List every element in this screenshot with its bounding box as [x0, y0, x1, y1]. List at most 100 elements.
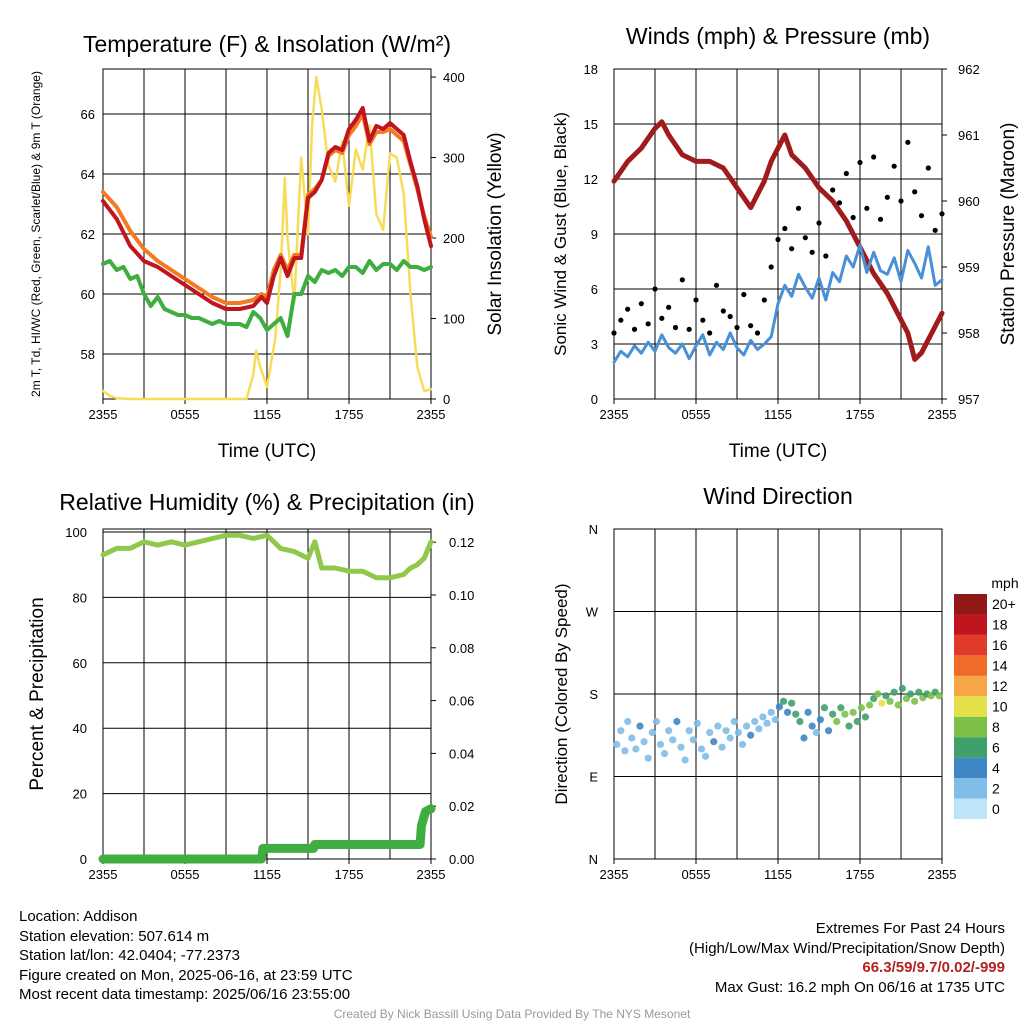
direction-point	[915, 688, 923, 696]
direction-point	[804, 708, 812, 716]
gust-point	[713, 282, 720, 288]
direction-point	[673, 717, 681, 726]
gust-point	[727, 313, 733, 320]
gust-point	[843, 170, 849, 177]
direction-point	[648, 728, 656, 737]
y-tick-label-left: 18	[584, 62, 598, 77]
y-tick-label-right: 0.02	[449, 799, 474, 814]
direction-point	[906, 690, 915, 698]
y-tick-label-left: 6	[591, 282, 598, 297]
direction-point	[775, 703, 783, 711]
legend-label: 16	[992, 637, 1008, 653]
legend-label: 12	[992, 678, 1008, 694]
direction-point	[816, 716, 824, 724]
extremes-title: Extremes For Past 24 Hours	[815, 920, 1005, 937]
direction-point	[689, 736, 697, 744]
direction-point	[792, 710, 800, 718]
y-tick-label-right: 0.06	[449, 694, 474, 709]
gust-point	[823, 253, 829, 259]
y-tick-label-left: 58	[81, 347, 95, 362]
series-gust	[611, 139, 945, 336]
direction-points	[613, 684, 943, 764]
direction-point	[812, 728, 820, 737]
direction-point	[841, 710, 849, 718]
legend-swatch	[954, 696, 987, 717]
direction-point	[894, 701, 902, 709]
y-tick-label-right: 959	[958, 260, 980, 275]
legend-swatch	[954, 798, 987, 819]
gust-point	[618, 317, 624, 323]
direction-point	[767, 708, 775, 716]
gust-point	[802, 235, 808, 241]
gust-point	[912, 189, 918, 195]
x-tick-label: 2355	[417, 867, 446, 882]
gust-point	[857, 159, 863, 166]
series-station-pressure	[611, 119, 945, 362]
gust-point	[652, 286, 658, 292]
direction-point	[726, 734, 734, 742]
direction-point	[617, 727, 625, 735]
y-tick-label-left: 60	[73, 656, 87, 671]
gust-point	[850, 214, 856, 221]
gust-point	[891, 163, 897, 169]
y-tick-label-right: 100	[443, 312, 465, 327]
y-tick-label-left: 15	[584, 117, 598, 132]
x-tick-label: 2355	[600, 867, 629, 882]
direction-point	[640, 738, 648, 746]
y-tick-label-right: 200	[443, 231, 465, 246]
direction-point	[849, 708, 857, 716]
x-tick-label: 0555	[682, 867, 711, 882]
y-tick-label-left: 80	[73, 590, 87, 605]
direction-point	[771, 716, 779, 724]
direction-point	[624, 717, 632, 726]
series-relative-humidity	[100, 532, 434, 581]
direction-point	[870, 694, 878, 703]
extremes-values: 66.3/59/9.7/0.02/-999	[862, 959, 1005, 976]
y-tick-label-left: 3	[591, 337, 598, 352]
gust-point	[864, 205, 870, 211]
gust-point	[625, 306, 631, 312]
y-axis-title-left: Percent & Precipitation	[27, 597, 48, 790]
panel-1: 2355 0555 1155 1755 2355 58 60 62 64 66 0 100 200 300…	[29, 31, 506, 462]
legend-swatch	[954, 778, 987, 799]
panel-2: 2355 0555 1155 1755 235503691215189579589599…	[551, 23, 1019, 462]
gust-point	[816, 220, 822, 226]
legend-swatch	[954, 716, 987, 738]
direction-point	[779, 697, 788, 705]
y-tick-label-right: 0.08	[449, 641, 474, 656]
gust-point	[877, 216, 884, 222]
gust-point	[871, 154, 877, 160]
series-2m-td	[101, 259, 433, 338]
legend-swatch	[954, 675, 987, 697]
direction-point	[865, 701, 874, 709]
direction-point	[796, 717, 804, 726]
y-tick-label-right: 961	[958, 128, 980, 143]
chart-title: Wind Direction	[703, 483, 853, 509]
gust-point	[836, 200, 843, 206]
direction-point	[829, 710, 837, 718]
y-tick-label-right: 0.12	[449, 535, 474, 550]
series-2m-t	[101, 106, 433, 311]
direction-point	[652, 717, 660, 726]
y-tick-label-right: 957	[958, 392, 980, 407]
direction-point	[681, 756, 689, 764]
gust-point	[659, 315, 665, 321]
direction-point	[730, 717, 738, 726]
direction-point	[751, 717, 759, 726]
direction-point	[656, 740, 665, 749]
y-tick-label-left: S	[589, 687, 598, 702]
gust-point	[768, 264, 774, 270]
station-latlon: Station lat/lon: 42.0404; -77.2373	[19, 947, 241, 964]
direction-point	[890, 688, 898, 696]
direction-point	[693, 719, 701, 727]
y-axis-title-left: Direction (Colored By Speed)	[552, 583, 571, 804]
direction-point	[861, 713, 870, 721]
y-tick-label-right: 300	[443, 151, 465, 166]
chart-title: Relative Humidity (%) & Precipitation (i…	[59, 489, 474, 515]
gust-point	[686, 326, 692, 332]
direction-point	[701, 752, 710, 760]
gust-point	[789, 246, 795, 252]
legend-label: 20+	[992, 596, 1016, 612]
gust-point	[645, 321, 651, 327]
y-tick-label-right: 960	[958, 194, 980, 209]
